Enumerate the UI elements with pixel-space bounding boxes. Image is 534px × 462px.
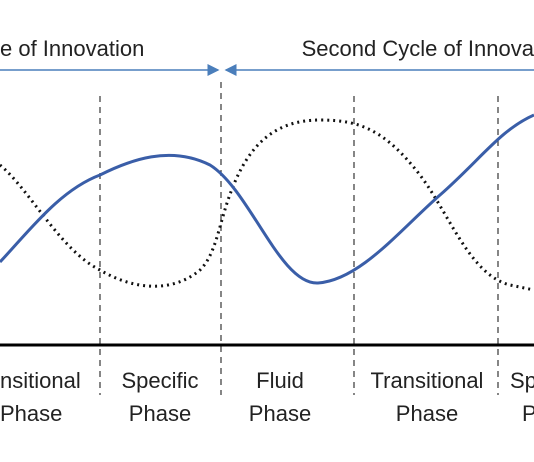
phase-dividers — [99, 82, 499, 395]
phase-label: Phase — [129, 401, 191, 426]
phase-label: Phase — [0, 401, 62, 426]
phase-label: Phase — [396, 401, 458, 426]
dotted-curve — [0, 118, 534, 292]
phase-label: Transitional — [371, 368, 484, 393]
phase-label: Fluid — [256, 368, 304, 393]
phase-labels: nsitional Phase Specific Phase Fluid Pha… — [0, 368, 534, 426]
solid-curve — [0, 113, 534, 285]
phase-label: Sp — [510, 368, 534, 393]
cycle-label: Second Cycle of Innova — [302, 36, 534, 61]
phase-label: P — [522, 401, 534, 426]
cycle-label: e of Innovation — [0, 36, 144, 61]
phase-label: nsitional — [0, 368, 81, 393]
phase-label: Phase — [249, 401, 311, 426]
phase-label: Specific — [121, 368, 198, 393]
